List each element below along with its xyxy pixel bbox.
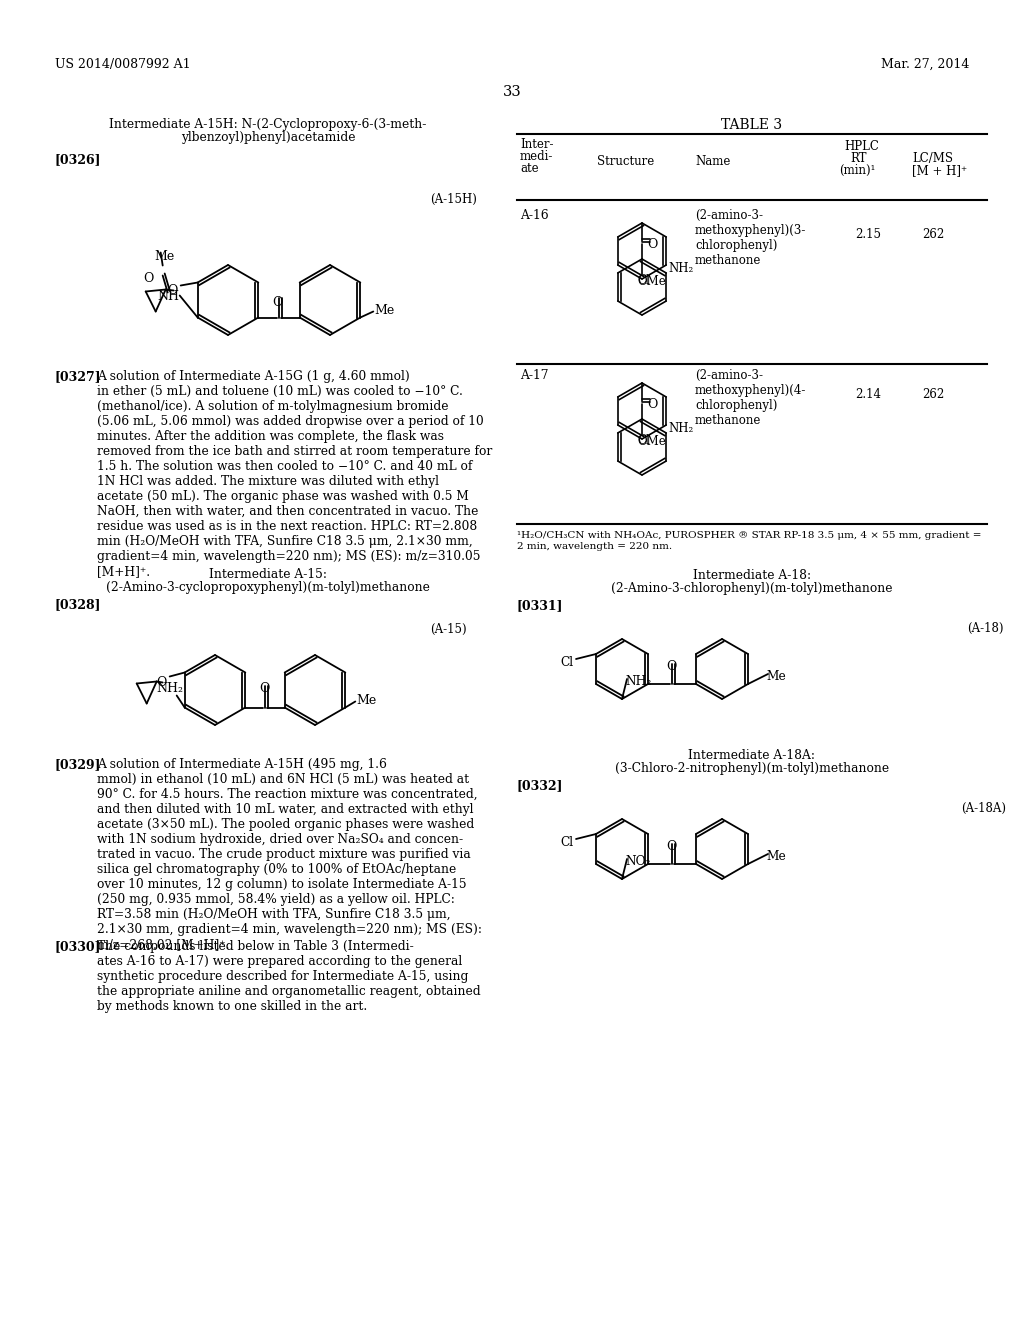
Text: (2-amino-3-
methoxyphenyl)(4-
chlorophenyl)
methanone: (2-amino-3- methoxyphenyl)(4- chlorophen… — [695, 370, 806, 426]
Text: 33: 33 — [503, 84, 521, 99]
Text: A-16: A-16 — [520, 209, 549, 222]
Text: US 2014/0087992 A1: US 2014/0087992 A1 — [55, 58, 190, 71]
Text: 2.15: 2.15 — [855, 228, 881, 242]
Text: A-17: A-17 — [520, 370, 549, 381]
Text: 262: 262 — [922, 228, 944, 242]
Text: Inter-: Inter- — [520, 139, 554, 150]
Text: Me: Me — [766, 850, 785, 863]
Text: (A-15H): (A-15H) — [430, 193, 477, 206]
Text: LC/MS: LC/MS — [912, 152, 953, 165]
Text: [0328]: [0328] — [55, 598, 101, 611]
Text: [0332]: [0332] — [517, 779, 563, 792]
Text: (min)¹: (min)¹ — [839, 164, 876, 177]
Text: NH₂: NH₂ — [669, 261, 693, 275]
Text: (2-Amino-3-cyclopropoxyphenyl)(m-tolyl)methanone: (2-Amino-3-cyclopropoxyphenyl)(m-tolyl)m… — [106, 581, 430, 594]
Text: A solution of Intermediate A-15H (495 mg, 1.6
mmol) in ethanol (10 mL) and 6N HC: A solution of Intermediate A-15H (495 mg… — [97, 758, 482, 950]
Text: (A-15): (A-15) — [430, 623, 467, 636]
Text: The compounds listed below in Table 3 (Intermedi-
ates A-16 to A-17) were prepar: The compounds listed below in Table 3 (I… — [97, 940, 480, 1012]
Text: medi-: medi- — [520, 150, 553, 162]
Text: [0327]: [0327] — [55, 370, 101, 383]
Text: Intermediate A-18:: Intermediate A-18: — [693, 569, 811, 582]
Text: NO₂: NO₂ — [625, 855, 650, 869]
Text: Name: Name — [695, 154, 730, 168]
Text: (A-18A): (A-18A) — [961, 803, 1006, 814]
Text: Me: Me — [375, 305, 394, 318]
Text: [0331]: [0331] — [517, 599, 563, 612]
Text: Intermediate A-15H: N-(2-Cyclopropoxy-6-(3-meth-: Intermediate A-15H: N-(2-Cyclopropoxy-6-… — [110, 117, 427, 131]
Text: NH₂: NH₂ — [157, 682, 183, 696]
Text: Cl: Cl — [560, 836, 573, 849]
Text: 2 min, wavelength = 220 nm.: 2 min, wavelength = 220 nm. — [517, 543, 672, 550]
Text: Me: Me — [766, 671, 785, 682]
Text: Intermediate A-15:: Intermediate A-15: — [209, 568, 327, 581]
Text: OMe: OMe — [637, 275, 666, 288]
Text: ate: ate — [520, 162, 539, 176]
Text: OMe: OMe — [637, 436, 666, 447]
Text: HPLC: HPLC — [844, 140, 879, 153]
Text: O: O — [168, 285, 178, 297]
Text: [0326]: [0326] — [55, 153, 101, 166]
Text: ¹H₂O/CH₃CN with NH₄OAc, PUROSPHER ® STAR RP-18 3.5 μm, 4 × 55 mm, gradient =: ¹H₂O/CH₃CN with NH₄OAc, PUROSPHER ® STAR… — [517, 531, 981, 540]
Text: (A-18): (A-18) — [967, 622, 1004, 635]
Text: Cl: Cl — [637, 434, 650, 447]
Text: Mar. 27, 2014: Mar. 27, 2014 — [881, 58, 969, 71]
Text: [M + H]⁺: [M + H]⁺ — [912, 164, 967, 177]
Text: Me: Me — [356, 694, 377, 708]
Text: Cl: Cl — [637, 275, 650, 286]
Text: Structure: Structure — [597, 154, 654, 168]
Text: [0330]: [0330] — [55, 940, 101, 953]
Text: A solution of Intermediate A-15G (1 g, 4.60 mmol)
in ether (5 mL) and toluene (1: A solution of Intermediate A-15G (1 g, 4… — [97, 370, 493, 578]
Text: 262: 262 — [922, 388, 944, 401]
Text: O: O — [157, 676, 167, 689]
Text: (3-Chloro-2-nitrophenyl)(m-tolyl)methanone: (3-Chloro-2-nitrophenyl)(m-tolyl)methano… — [615, 762, 889, 775]
Text: [0329]: [0329] — [55, 758, 101, 771]
Text: NH: NH — [158, 290, 179, 304]
Text: 2.14: 2.14 — [855, 388, 881, 401]
Text: (2-Amino-3-chlorophenyl)(m-tolyl)methanone: (2-Amino-3-chlorophenyl)(m-tolyl)methano… — [611, 582, 893, 595]
Text: O: O — [272, 296, 283, 309]
Text: O: O — [647, 238, 657, 251]
Text: O: O — [143, 272, 154, 285]
Text: O: O — [259, 682, 269, 696]
Text: O: O — [666, 660, 677, 673]
Text: O: O — [666, 840, 677, 853]
Text: O: O — [647, 399, 657, 411]
Text: Cl: Cl — [560, 656, 573, 669]
Text: Intermediate A-18A:: Intermediate A-18A: — [688, 748, 815, 762]
Text: (2-amino-3-
methoxyphenyl)(3-
chlorophenyl)
methanone: (2-amino-3- methoxyphenyl)(3- chlorophen… — [695, 209, 806, 267]
Text: NH₂: NH₂ — [625, 675, 651, 688]
Text: RT: RT — [850, 152, 866, 165]
Text: ylbenzoyl)phenyl)acetamide: ylbenzoyl)phenyl)acetamide — [181, 131, 355, 144]
Text: NH₂: NH₂ — [669, 422, 693, 436]
Text: Me: Me — [155, 249, 175, 263]
Text: TABLE 3: TABLE 3 — [722, 117, 782, 132]
